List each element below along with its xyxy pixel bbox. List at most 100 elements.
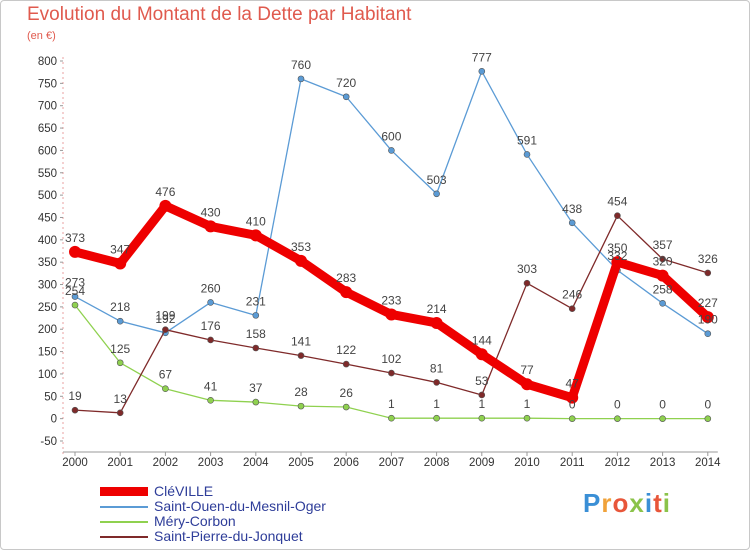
- data-label-saint-pierre-du-jonquet: 326: [698, 252, 718, 266]
- x-tick-label: 2009: [469, 457, 495, 469]
- data-label-saint-ouen-du-mesnil-oger: 192: [155, 312, 175, 326]
- data-point-saint-ouen-du-mesnil-oger: [568, 219, 576, 227]
- data-point-mery-corbon: [659, 415, 666, 422]
- data-label-saint-pierre-du-jonquet: 158: [246, 327, 266, 341]
- data-label-saint-pierre-du-jonquet: 122: [336, 343, 356, 357]
- data-label-saint-ouen-du-mesnil-oger: 503: [427, 173, 447, 187]
- data-label-saint-ouen-du-mesnil-oger: 260: [201, 281, 221, 295]
- data-point-mery-corbon: [71, 301, 79, 309]
- data-label-mery-corbon: 28: [294, 385, 308, 399]
- data-point-saint-pierre-du-jonquet: [523, 279, 531, 287]
- data-label-cleville: 227: [698, 296, 718, 310]
- legend-item-saint-pierre-du-jonquet: Saint-Pierre-du-Jonquet: [100, 528, 460, 544]
- data-point-cleville: [385, 308, 398, 321]
- data-label-saint-ouen-du-mesnil-oger: 591: [517, 133, 537, 147]
- data-label-saint-ouen-du-mesnil-oger: 760: [291, 58, 311, 72]
- data-label-cleville: 350: [607, 241, 627, 255]
- y-tick-label: 400: [38, 235, 57, 247]
- data-label-cleville: 430: [201, 205, 221, 219]
- x-tick-label: 2002: [153, 457, 179, 469]
- data-point-saint-ouen-du-mesnil-oger: [388, 147, 395, 154]
- data-label-mery-corbon: 1: [388, 397, 395, 411]
- data-label-mery-corbon: 1: [433, 397, 440, 411]
- x-tick-label: 2011: [560, 457, 585, 469]
- data-point-mery-corbon: [388, 414, 395, 422]
- y-tick-label: 200: [38, 324, 57, 336]
- data-label-mery-corbon: 0: [704, 398, 711, 412]
- data-label-saint-pierre-du-jonquet: 141: [291, 335, 311, 349]
- data-point-saint-ouen-du-mesnil-oger: [659, 300, 666, 307]
- data-point-cleville: [521, 378, 533, 391]
- data-label-mery-corbon: 0: [569, 398, 576, 412]
- y-tick-label: 350: [38, 257, 57, 269]
- data-label-saint-ouen-du-mesnil-oger: 190: [698, 313, 718, 327]
- legend-label-cleville: CléVILLE: [154, 483, 214, 499]
- data-point-saint-pierre-du-jonquet: [71, 406, 79, 414]
- logo-letter: i: [644, 488, 654, 518]
- data-point-mery-corbon: [252, 398, 260, 406]
- data-label-saint-pierre-du-jonquet: 454: [607, 195, 627, 209]
- data-point-saint-ouen-du-mesnil-oger: [704, 330, 712, 338]
- data-label-saint-pierre-du-jonquet: 53: [475, 374, 489, 388]
- data-point-mery-corbon: [568, 415, 576, 422]
- data-label-cleville: 47: [566, 377, 580, 391]
- data-point-mery-corbon: [342, 403, 350, 411]
- data-point-mery-corbon: [704, 415, 712, 422]
- data-point-saint-pierre-du-jonquet: [704, 269, 712, 277]
- data-label-saint-ouen-du-mesnil-oger: 720: [336, 76, 356, 90]
- data-point-saint-pierre-du-jonquet: [207, 336, 214, 344]
- legend-label-saint-ouen-du-mesnil-oger: Saint-Ouen-du-Mesnil-Oger: [154, 498, 326, 514]
- data-label-saint-pierre-du-jonquet: 303: [517, 262, 537, 276]
- chart-legend: CléVILLE Saint-Ouen-du-Mesnil-Oger Méry-…: [100, 483, 460, 544]
- data-label-cleville: 353: [291, 240, 311, 254]
- data-point-saint-ouen-du-mesnil-oger: [252, 312, 260, 319]
- data-label-cleville: 410: [246, 214, 266, 228]
- data-label-cleville: 283: [336, 271, 356, 285]
- data-label-saint-pierre-du-jonquet: 176: [201, 319, 221, 333]
- data-point-cleville: [249, 229, 262, 242]
- data-point-cleville: [295, 254, 307, 267]
- data-point-saint-pierre-du-jonquet: [116, 409, 124, 417]
- data-label-cleville: 373: [65, 231, 85, 245]
- data-point-saint-pierre-du-jonquet: [659, 255, 666, 263]
- x-tick-label: 2012: [605, 457, 631, 469]
- legend-swatch-mery-corbon: [100, 521, 148, 523]
- data-label-cleville: 233: [381, 293, 401, 307]
- data-point-mery-corbon: [162, 385, 169, 392]
- data-label-saint-pierre-du-jonquet: 246: [562, 288, 582, 302]
- data-label-mery-corbon: 67: [159, 368, 173, 382]
- data-point-cleville: [656, 269, 669, 282]
- data-label-mery-corbon: 1: [478, 397, 485, 411]
- data-point-saint-pierre-du-jonquet: [568, 305, 576, 312]
- data-label-saint-ouen-du-mesnil-oger: 258: [653, 282, 673, 296]
- y-tick-label: 0: [51, 414, 57, 426]
- data-point-mery-corbon: [116, 359, 124, 367]
- y-tick-label: 650: [38, 123, 57, 135]
- data-label-cleville: 476: [155, 185, 175, 199]
- data-label-saint-pierre-du-jonquet: 19: [68, 389, 82, 403]
- data-label-mery-corbon: 254: [65, 284, 85, 298]
- data-label-mery-corbon: 0: [659, 398, 666, 412]
- x-tick-label: 2000: [62, 457, 88, 469]
- data-point-mery-corbon: [433, 414, 440, 422]
- data-label-cleville: 320: [653, 255, 673, 269]
- data-point-mery-corbon: [297, 402, 305, 410]
- x-tick-label: 2006: [333, 457, 359, 469]
- data-point-saint-ouen-du-mesnil-oger: [478, 67, 486, 75]
- chart-subtitle: (en €): [27, 30, 56, 42]
- data-label-saint-ouen-du-mesnil-oger: 231: [246, 294, 266, 308]
- proxiti-logo: Proxiti: [583, 488, 671, 519]
- data-label-cleville: 347: [110, 243, 130, 257]
- x-tick-label: 2005: [288, 457, 314, 469]
- data-point-saint-ouen-du-mesnil-oger: [433, 190, 440, 198]
- data-point-mery-corbon: [614, 415, 621, 422]
- logo-letter: o: [612, 488, 630, 518]
- data-label-mery-corbon: 26: [340, 386, 354, 400]
- data-label-mery-corbon: 1: [524, 397, 531, 411]
- y-tick-label: 550: [38, 168, 57, 180]
- data-label-mery-corbon: 125: [110, 342, 130, 356]
- legend-label-saint-pierre-du-jonquet: Saint-Pierre-du-Jonquet: [154, 528, 303, 544]
- data-point-cleville: [701, 311, 714, 324]
- x-tick-label: 2014: [695, 457, 721, 469]
- data-label-saint-pierre-du-jonquet: 102: [381, 352, 401, 366]
